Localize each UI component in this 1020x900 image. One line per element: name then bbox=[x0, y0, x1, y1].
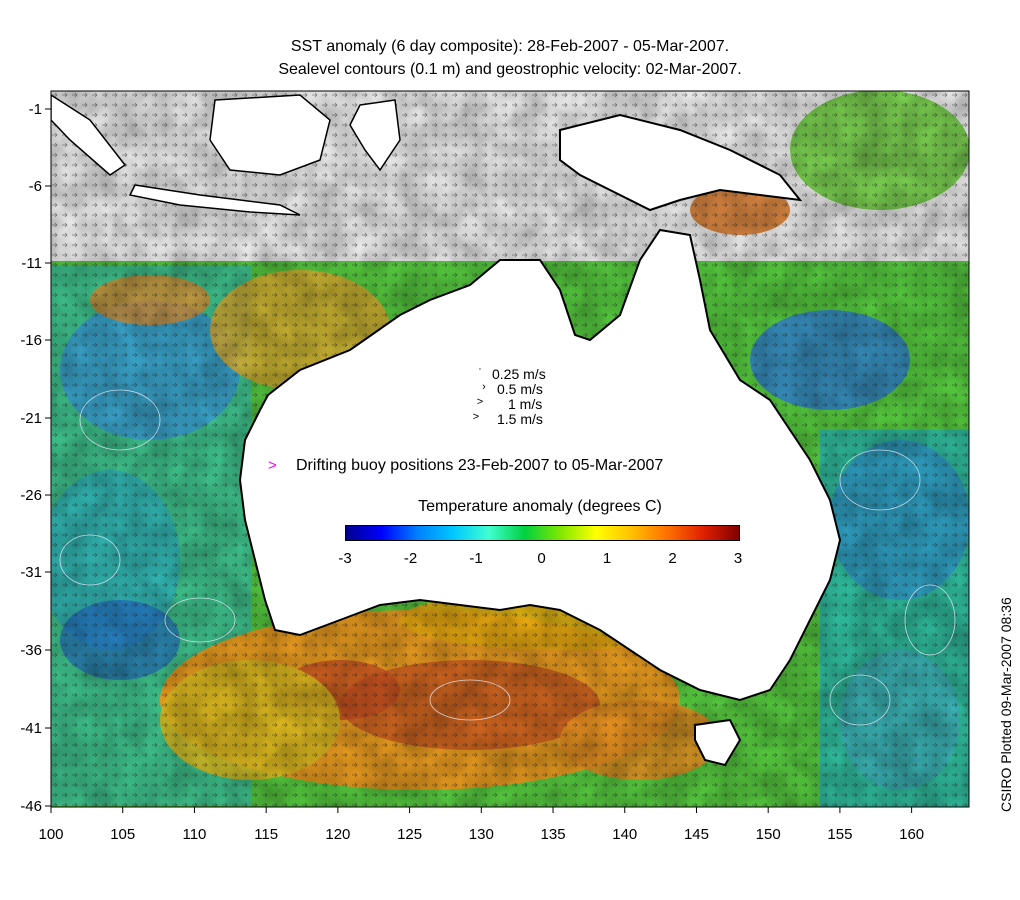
buoy-marker-icon: > bbox=[268, 457, 277, 474]
lon-tick-label: 130 bbox=[468, 826, 494, 843]
sst-field bbox=[51, 91, 969, 807]
speed-arrow-025: · bbox=[478, 363, 482, 375]
lat-tick-label: -6 bbox=[28, 178, 42, 195]
lon-tick-label: 155 bbox=[827, 826, 853, 843]
colorbar-tick-label: 3 bbox=[733, 550, 743, 567]
map-frame bbox=[50, 90, 970, 808]
speed-legend-2: 1 m/s bbox=[508, 396, 543, 412]
lon-tick-label: 100 bbox=[38, 826, 64, 843]
colorbar-title: Temperature anomaly (degrees C) bbox=[418, 498, 662, 515]
borneo bbox=[209, 94, 331, 176]
colorbar-tick-label: -1 bbox=[469, 550, 483, 567]
lon-tick-label: 125 bbox=[397, 826, 423, 843]
lat-tick-label: -41 bbox=[20, 720, 42, 737]
map-title-line-1: SST anomaly (6 day composite): 28-Feb-20… bbox=[290, 38, 730, 55]
speed-arrow-15: > bbox=[472, 411, 480, 423]
colorbar-tick-label: -3 bbox=[338, 550, 352, 567]
lon-tick-label: 145 bbox=[683, 826, 709, 843]
lon-tick-label: 105 bbox=[110, 826, 136, 843]
sumatra bbox=[51, 94, 127, 176]
lon-tick-label: 135 bbox=[540, 826, 566, 843]
lon-tick-label: 160 bbox=[899, 826, 925, 843]
lat-tick-label: -16 bbox=[20, 332, 42, 349]
colorbar-tick-label: 1 bbox=[602, 550, 612, 567]
new-guinea bbox=[559, 113, 803, 212]
plot-credit: CSIRO Plotted 09-Mar-2007 08:36 bbox=[998, 597, 1014, 812]
lat-tick-label: -11 bbox=[21, 255, 42, 272]
sealevel-contours bbox=[59, 389, 956, 726]
lat-tick-label: -21 bbox=[20, 410, 42, 427]
lat-tick-label: -46 bbox=[20, 798, 42, 815]
lat-tick-label: -36 bbox=[20, 642, 42, 659]
colorbar-tick-label: 0 bbox=[537, 550, 546, 567]
sulawesi bbox=[349, 99, 401, 172]
lon-tick-label: 115 bbox=[254, 826, 279, 843]
tasmania bbox=[694, 718, 742, 767]
buoy-legend-label: Drifting buoy positions 23-Feb-2007 to 0… bbox=[296, 457, 664, 474]
speed-legend-3: 1.5 m/s bbox=[497, 411, 543, 427]
colorbar-tick-label: 2 bbox=[668, 550, 677, 567]
speed-arrow-1: > bbox=[476, 396, 484, 408]
temperature-colorbar bbox=[345, 525, 740, 541]
lon-tick-label: 120 bbox=[325, 826, 351, 843]
speed-legend-0: 0.25 m/s bbox=[492, 366, 546, 382]
lon-tick-label: 110 bbox=[182, 826, 207, 843]
lon-tick-label: 150 bbox=[755, 826, 781, 843]
lat-tick-label: -26 bbox=[20, 487, 42, 504]
australia-landmass bbox=[238, 228, 842, 702]
speed-legend-1: 0.5 m/s bbox=[497, 381, 543, 397]
map-title-line-2: Sealevel contours (0.1 m) and geostrophi… bbox=[278, 61, 742, 78]
lat-tick-label: -31 bbox=[20, 564, 42, 581]
java bbox=[128, 184, 301, 216]
lat-tick-label: -1 bbox=[28, 101, 42, 118]
colorbar-tick-label: -2 bbox=[403, 550, 418, 567]
speed-arrow-05: › bbox=[482, 381, 486, 393]
lon-tick-label: 140 bbox=[612, 826, 638, 843]
